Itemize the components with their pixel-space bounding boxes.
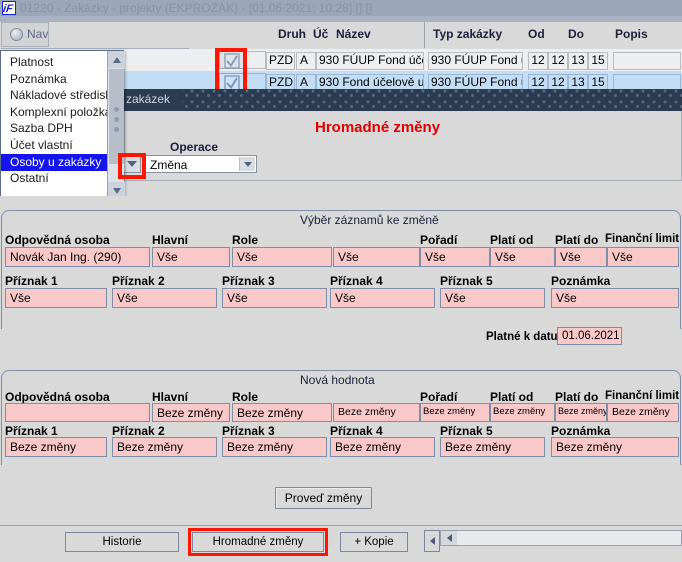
svg-text:iF: iF [3,3,14,14]
